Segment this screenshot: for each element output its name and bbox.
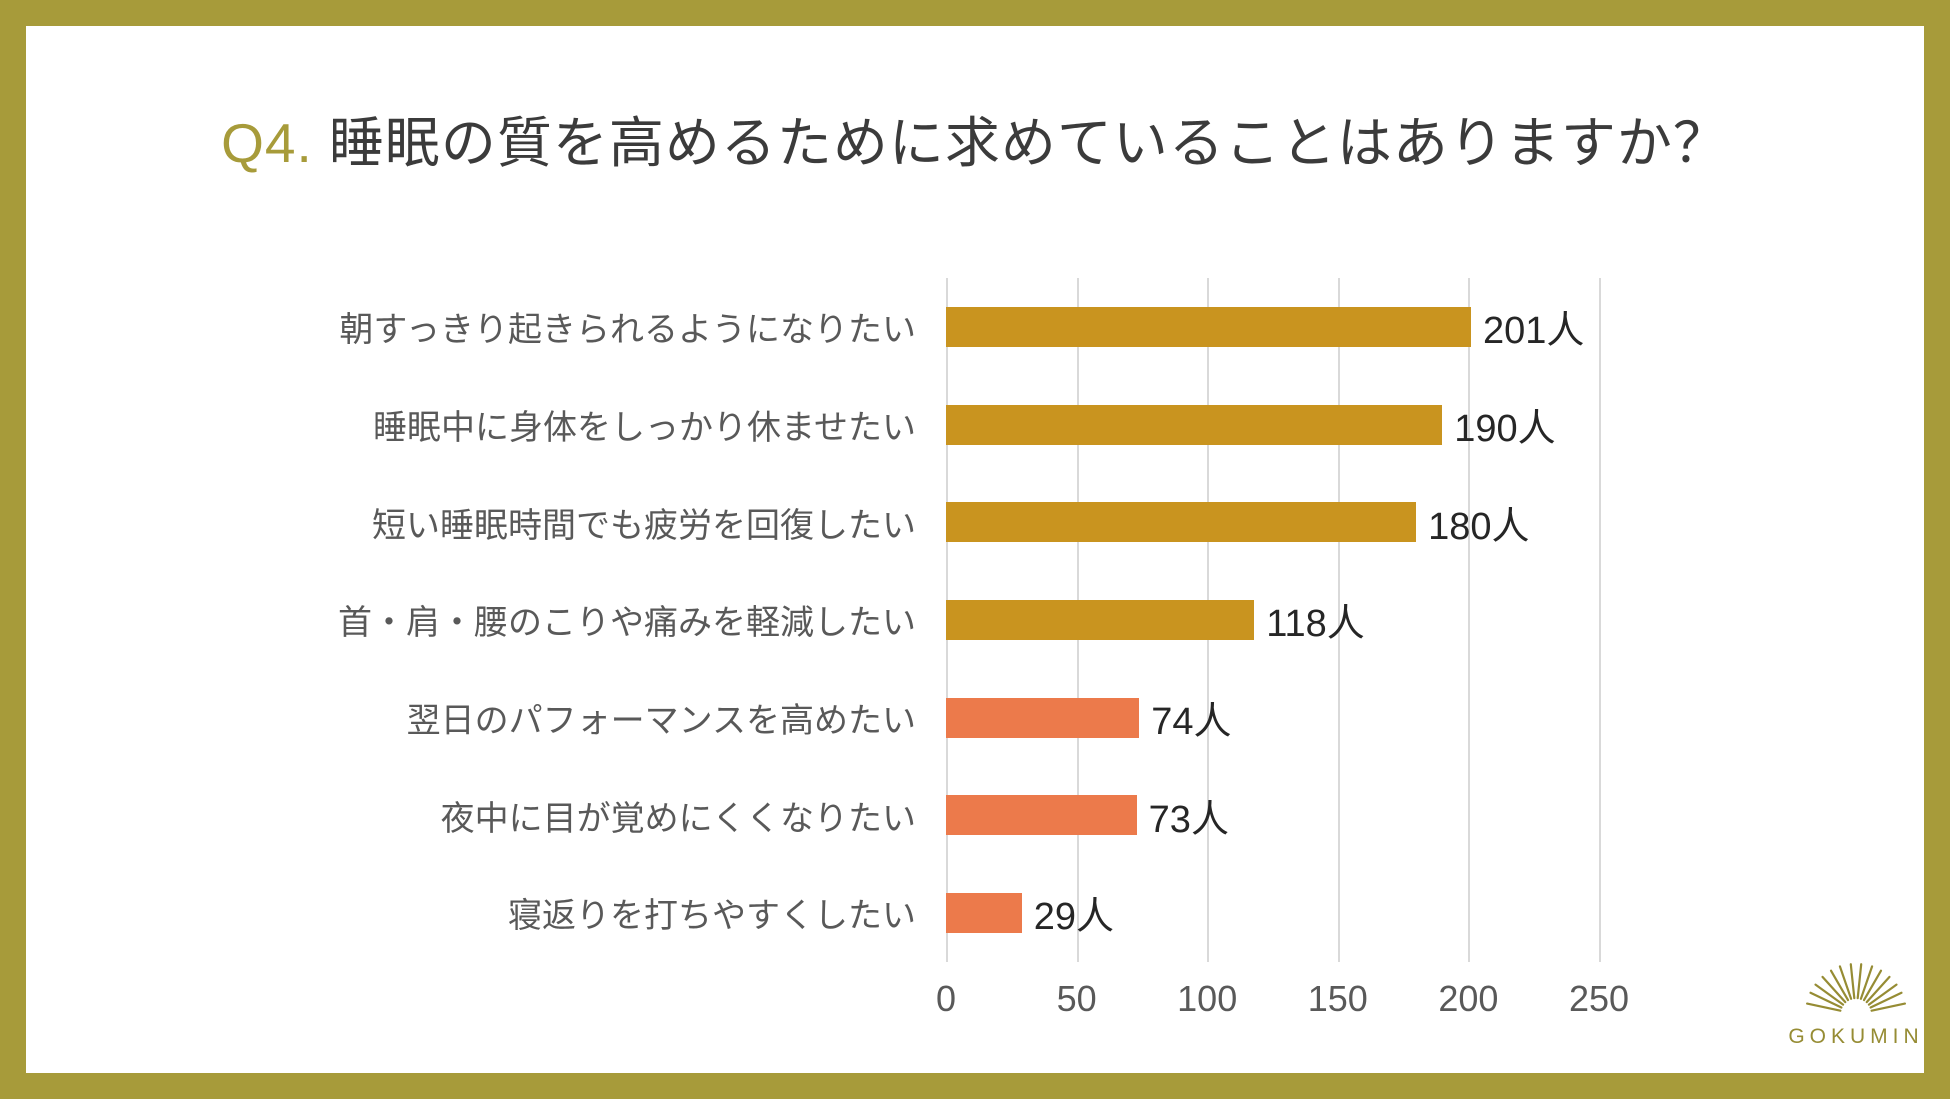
bar [946,306,1471,347]
gridline [1599,278,1601,962]
bar [946,404,1443,445]
sunburst-icon [1806,963,1907,1012]
bar [946,697,1140,738]
chart-rows: 朝すっきり起きられるようになりたい 201人睡眠中に身体をしっかり休ませたい 190… [338,278,1599,962]
value-label: 190人 [1454,408,1556,451]
x-tick-label: 150 [1307,978,1368,1019]
question-text: 睡眠の質を高めるために求めていることはありますか？ [328,112,1729,174]
value-label: 73人 [1148,798,1229,841]
value-label: 201人 [1483,310,1585,353]
x-tick-label: 250 [1568,978,1630,1019]
x-tick-label: 200 [1438,978,1499,1019]
chart-row: 寝返りを打ちやすくしたい 29人 [508,864,1599,962]
x-tick-label: 100 [1177,978,1238,1019]
bar [946,502,1417,543]
chart-row: 首・肩・腰のこりや痛みを軽減したい 118人 [338,571,1599,669]
bar [946,599,1255,640]
x-tick-label: 50 [1056,978,1097,1019]
gridline [1337,278,1340,962]
chart-row: 翌日のパフォーマンスを高めたい 74人 [407,669,1599,767]
chart-row: 短い睡眠時間でも疲労を回復したい 180人 [372,473,1599,571]
bar-chart: 朝すっきり起きられるようになりたい 201人睡眠中に身体をしっかり休ませたい 190… [338,278,1629,1019]
category-label: 首・肩・腰のこりや痛みを軽減したい [338,604,916,643]
value-label: 118人 [1266,603,1365,646]
gridline [1468,278,1471,962]
chart-row: 朝すっきり起きられるようになりたい 201人 [339,278,1599,376]
question-number: Q4. [221,112,313,174]
logo-text: GOKUMIN [1788,1025,1924,1048]
category-label: 翌日のパフォーマンスを高めたい [406,702,916,741]
category-label: 夜中に目が覚めにくくなりたい [440,799,916,838]
chart-title: Q4. 睡眠の質を高めるために求めていることはありますか？ [26,98,1924,178]
chart-card: Q4. 睡眠の質を高めるために求めていることはありますか？ 朝すっきり起きられるよ… [26,26,1924,1073]
x-axis: 0 50 100 150 200 250 [936,978,1629,1019]
category-label: 寝返りを打ちやすくしたい [508,897,916,936]
category-label: 短い睡眠時間でも疲労を回復したい [372,506,916,545]
value-label: 180人 [1428,505,1530,548]
value-label: 74人 [1151,701,1232,744]
bar [946,892,1022,933]
chart-row: 睡眠中に身体をしっかり休ませたい 190人 [373,376,1599,474]
value-label: 29人 [1033,896,1115,939]
category-label: 朝すっきり起きられるようになりたい [339,311,916,350]
gokumin-logo: GOKUMIN [1786,946,1926,1049]
category-label: 睡眠中に身体をしっかり休ませたい [373,409,916,448]
chart-row: 夜中に目が覚めにくくなりたい 73人 [441,766,1599,864]
x-tick-label: 0 [935,978,957,1019]
bar [946,795,1137,836]
